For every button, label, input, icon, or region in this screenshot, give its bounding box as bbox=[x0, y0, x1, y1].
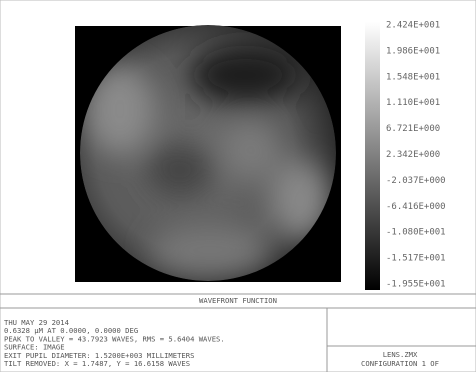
legend-label: -6.416E+000 bbox=[386, 202, 446, 212]
legend-label: 1.548E+001 bbox=[386, 72, 440, 82]
info-line: 0.6328 µM AT 0.0000, 0.0000 DEG bbox=[4, 326, 138, 335]
legend-label: 1.986E+001 bbox=[386, 46, 440, 56]
config: CONFIGURATION 1 OF bbox=[361, 359, 439, 368]
legend-label: -1.955E+001 bbox=[386, 280, 446, 290]
info-line: EXIT PUPIL DIAMETER: 1.5200E+003 MILLIME… bbox=[4, 351, 194, 360]
color-bar bbox=[365, 22, 380, 290]
caption: WAVEFRONT FUNCTION bbox=[199, 296, 277, 305]
legend-label: -1.080E+001 bbox=[386, 228, 446, 238]
legend-label: 2.342E+000 bbox=[386, 150, 440, 160]
legend-label: -1.517E+001 bbox=[386, 254, 446, 264]
info-line: SURFACE: IMAGE bbox=[4, 343, 65, 352]
legend-label: -2.037E+000 bbox=[386, 176, 446, 186]
file-name: LENS.ZMX bbox=[383, 350, 418, 359]
info-line: PEAK TO VALLEY = 43.7923 WAVES, RMS = 5.… bbox=[4, 334, 225, 343]
legend-label: 2.424E+001 bbox=[386, 21, 440, 31]
info-line: TILT REMOVED: X = 1.7487, Y = 16.6158 WA… bbox=[4, 359, 190, 368]
info-line: THU MAY 29 2014 bbox=[4, 318, 69, 327]
legend-label: 1.110E+001 bbox=[386, 98, 440, 108]
legend-label: 6.721E+000 bbox=[386, 124, 440, 134]
wavefront-map bbox=[80, 25, 336, 281]
